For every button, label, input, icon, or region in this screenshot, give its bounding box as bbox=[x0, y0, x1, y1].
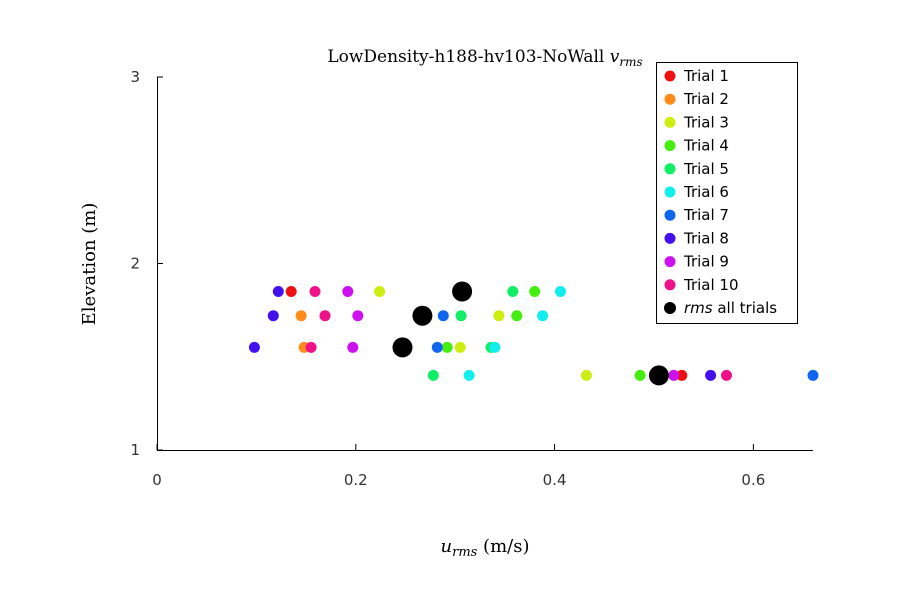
x-axis-title-sub: rms bbox=[452, 545, 478, 560]
rms-point bbox=[648, 365, 669, 386]
chart-title-main: LowDensity-h188-hv103-NoWall bbox=[327, 47, 609, 67]
legend-label: Trial 2 bbox=[683, 90, 729, 108]
y-tick-label: 2 bbox=[130, 255, 140, 273]
trial-point bbox=[437, 310, 449, 322]
legend-marker bbox=[664, 302, 676, 314]
trial-point bbox=[529, 286, 541, 297]
rms-point bbox=[392, 337, 413, 358]
legend-marker bbox=[664, 186, 676, 198]
trial-point bbox=[676, 369, 688, 381]
trial-point bbox=[555, 286, 566, 297]
legend-label: rms all trials bbox=[684, 299, 777, 317]
y-tick-label: 1 bbox=[130, 441, 140, 459]
legend-marker bbox=[664, 140, 676, 152]
legend-label: Trial 1 bbox=[683, 67, 729, 85]
trial-point bbox=[427, 369, 439, 381]
legend-label: Trial 4 bbox=[683, 137, 729, 155]
trial-point bbox=[705, 369, 717, 381]
legend-marker bbox=[664, 163, 676, 175]
legend-marker bbox=[664, 279, 676, 291]
legend-marker bbox=[664, 232, 676, 244]
trial-point bbox=[295, 310, 307, 322]
legend-label: Trial 8 bbox=[683, 229, 729, 247]
y-axis-title: Elevation (m) bbox=[79, 203, 100, 326]
data-points bbox=[248, 281, 819, 386]
chart-title: LowDensity-h188-hv103-NoWall vrms bbox=[327, 47, 642, 69]
rms-point bbox=[412, 305, 433, 326]
trial-point bbox=[305, 341, 317, 353]
trial-point bbox=[441, 341, 453, 353]
x-tick-label: 0.4 bbox=[543, 471, 567, 489]
trial-point bbox=[511, 310, 523, 322]
trial-point bbox=[309, 286, 321, 297]
trial-point bbox=[493, 310, 505, 322]
ticks: 0 0.2 0.4 0.6 1 2 3 bbox=[130, 68, 765, 489]
trial-point bbox=[489, 341, 501, 353]
trial-point bbox=[721, 369, 732, 381]
legend-label: Trial 10 bbox=[683, 276, 739, 294]
chart-title-sub: rms bbox=[619, 55, 642, 69]
x-axis-title-unit: (m/s) bbox=[477, 536, 529, 557]
trial-point bbox=[267, 310, 279, 322]
trial-point bbox=[580, 369, 592, 381]
trial-point bbox=[319, 310, 331, 322]
trial-point bbox=[285, 286, 297, 297]
x-tick-label: 0.6 bbox=[741, 471, 765, 489]
x-axis-title: urms (m/s) bbox=[441, 536, 530, 560]
trial-point bbox=[342, 286, 354, 297]
legend-box bbox=[656, 62, 798, 324]
legend-marker bbox=[664, 256, 676, 268]
x-tick-label: 0 bbox=[152, 471, 162, 489]
legend-marker bbox=[664, 116, 676, 128]
trial-point bbox=[634, 369, 646, 381]
legend-marker bbox=[664, 209, 676, 221]
x-axis-title-var: u bbox=[441, 536, 453, 557]
trial-point bbox=[455, 310, 467, 322]
legend-marker bbox=[664, 93, 676, 105]
legend-label: Trial 7 bbox=[683, 206, 729, 224]
trial-point bbox=[507, 286, 519, 297]
rms-point bbox=[452, 281, 473, 302]
trial-point bbox=[668, 369, 680, 381]
trial-point bbox=[374, 286, 386, 297]
trial-point bbox=[463, 369, 475, 381]
trial-point bbox=[272, 286, 284, 297]
legend-label: Trial 6 bbox=[683, 183, 729, 201]
trial-point bbox=[537, 310, 549, 322]
trial-point bbox=[454, 341, 466, 353]
legend-label: Trial 5 bbox=[683, 160, 729, 178]
trial-point bbox=[431, 341, 443, 353]
legend-marker bbox=[664, 70, 676, 82]
legend-label: Trial 9 bbox=[683, 253, 729, 271]
legend-label: Trial 3 bbox=[683, 113, 729, 131]
trial-point bbox=[352, 310, 364, 322]
trial-point bbox=[248, 341, 260, 353]
legend: Trial 1 Trial 2 Trial 3 Trial 4 Trial 5 Trial… bbox=[656, 62, 798, 324]
trial-point bbox=[347, 341, 359, 353]
x-tick-label: 0.2 bbox=[344, 471, 368, 489]
y-tick-label: 3 bbox=[130, 68, 140, 86]
chart-title-var: v bbox=[610, 47, 620, 67]
trial-point bbox=[807, 369, 819, 381]
